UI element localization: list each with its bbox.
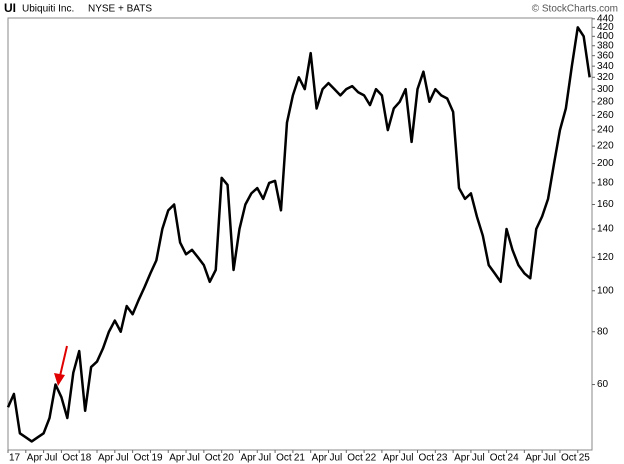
y-tick-label: 420 <box>597 22 614 33</box>
x-tick-label: Jul <box>258 453 271 464</box>
x-tick-label: Oct <box>276 453 292 464</box>
x-tick-label: Apr <box>240 453 256 464</box>
x-tick-label: Oct <box>419 453 435 464</box>
x-tick-label: 24 <box>508 453 520 464</box>
x-tick-label: Oct <box>62 453 78 464</box>
x-tick-label: Oct <box>490 453 506 464</box>
x-tick-label: 23 <box>436 453 448 464</box>
y-tick-label: 300 <box>597 84 614 95</box>
x-tick-label: 18 <box>80 453 92 464</box>
x-tick-label: Jul <box>116 453 129 464</box>
x-tick-label: 22 <box>365 453 377 464</box>
company-name: Ubiquiti Inc. <box>22 4 74 15</box>
y-tick-label: 280 <box>597 96 614 107</box>
y-tick-label: 160 <box>597 199 614 210</box>
x-tick-label: Jul <box>472 453 485 464</box>
price-line <box>6 26 591 443</box>
y-tick-label: 120 <box>597 252 614 263</box>
y-tick-label: 80 <box>597 326 609 337</box>
arrow <box>54 345 68 386</box>
y-tick-label: 100 <box>597 285 614 296</box>
y-tick-label: 440 <box>597 13 614 24</box>
exchange: NYSE + BATS <box>88 4 152 15</box>
x-tick-label: Oct <box>205 453 221 464</box>
y-tick-label: 320 <box>597 72 614 83</box>
x-tick-label: Jul <box>187 453 200 464</box>
x-tick-label: Oct <box>134 453 150 464</box>
x-tick-label: 20 <box>223 453 235 464</box>
x-tick-label: Apr <box>169 453 185 464</box>
y-tick-label: 380 <box>597 40 614 51</box>
y-tick-label: 140 <box>597 224 614 235</box>
y-tick-label: 360 <box>597 50 614 61</box>
x-tick-label: Apr <box>454 453 470 464</box>
y-tick-label: 240 <box>597 125 614 136</box>
x-tick-label: Jul <box>329 453 342 464</box>
y-tick-label: 400 <box>597 31 614 42</box>
x-tick-label: 17 <box>9 453 21 464</box>
x-tick-label: Apr <box>98 453 114 464</box>
x-tick-label: Apr <box>525 453 541 464</box>
x-tick-label: Jul <box>45 453 58 464</box>
ticker: UI <box>4 1 16 15</box>
x-tick-label: Jul <box>543 453 556 464</box>
x-tick-label: 21 <box>294 453 306 464</box>
x-tick-label: Apr <box>312 453 328 464</box>
y-tick-label: 340 <box>597 61 614 72</box>
x-tick-label: 25 <box>579 453 591 464</box>
x-tick-label: Oct <box>347 453 363 464</box>
y-tick-label: 220 <box>597 141 614 152</box>
source: © StockCharts.com <box>532 4 618 15</box>
x-tick-label: Apr <box>383 453 399 464</box>
x-tick-label: Jul <box>401 453 414 464</box>
y-tick-label: 260 <box>597 110 614 121</box>
y-tick-label: 200 <box>597 158 614 169</box>
y-tick-label: 60 <box>597 379 609 390</box>
plot-frame <box>7 17 593 451</box>
y-tick-label: 180 <box>597 178 614 189</box>
x-tick-label: Oct <box>561 453 577 464</box>
x-tick-label: Apr <box>27 453 43 464</box>
x-tick-label: 19 <box>151 453 163 464</box>
